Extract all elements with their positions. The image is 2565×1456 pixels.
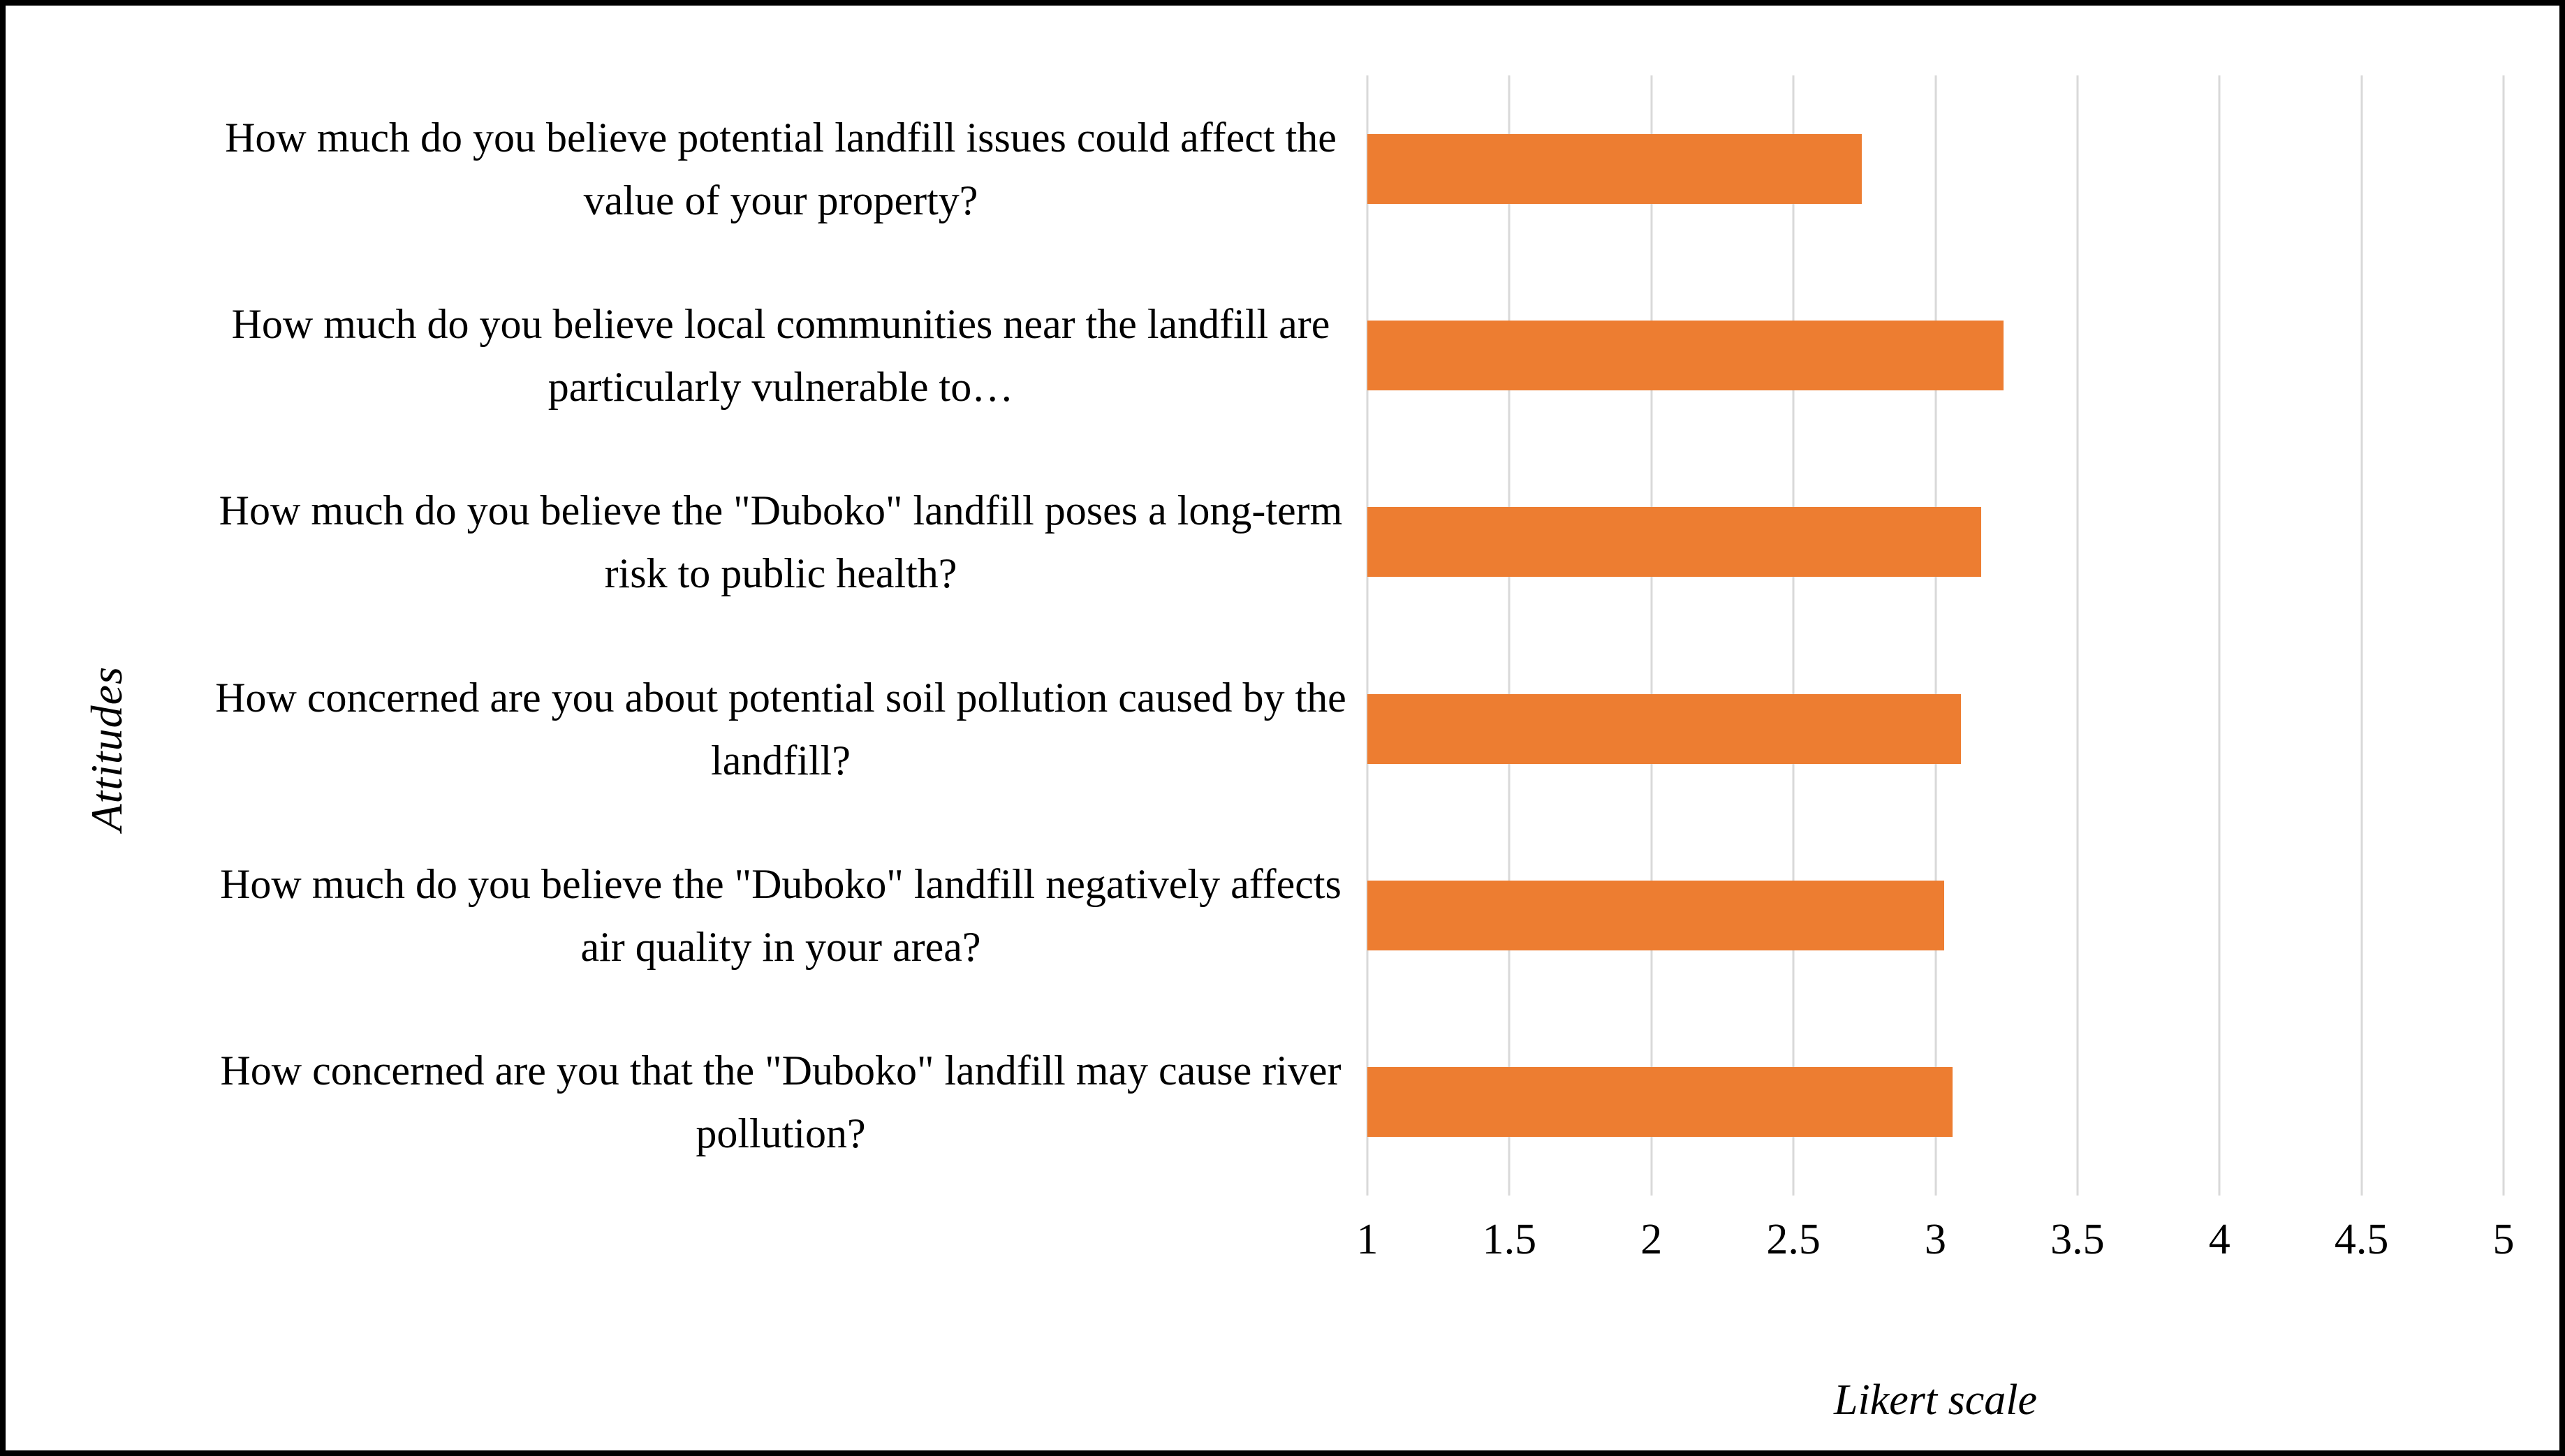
bars: [1367, 75, 2504, 1196]
category-labels: How much do you believe potential landfi…: [194, 75, 1367, 1196]
x-axis-title-spacer: [194, 1376, 1367, 1425]
x-axis-tick-label: 2.5: [1766, 1216, 1821, 1263]
gridline: [1366, 75, 1369, 1196]
gridline: [1508, 75, 1511, 1196]
x-axis-tick-label: 3.5: [2050, 1216, 2105, 1263]
category-label: How much do you believe local communitie…: [231, 300, 1330, 410]
bar-row: [1367, 262, 2504, 448]
gridline: [2218, 75, 2221, 1196]
x-axis-title-area: Likert scale: [1367, 1376, 2504, 1425]
bar-row: [1367, 1009, 2504, 1196]
plot-region: How much do you believe potential landfi…: [194, 75, 2505, 1196]
bar: [1367, 1067, 1953, 1138]
bar: [1367, 693, 1962, 764]
bar: [1367, 320, 2004, 390]
y-axis-title: Attitudes: [82, 666, 131, 832]
category-label: How much do you believe the "Duboko" lan…: [219, 487, 1343, 597]
bar: [1367, 133, 1862, 204]
category-label: How concerned are you about potential so…: [215, 674, 1346, 784]
x-axis-title: Likert scale: [1834, 1376, 2037, 1424]
gridline: [1934, 75, 1936, 1196]
x-axis: 1 1.5 2 2.5 3 3.5 4 4.5 5: [194, 1215, 2515, 1278]
bar: [1367, 880, 1944, 950]
x-axis-tick-label: 1.5: [1482, 1216, 1537, 1263]
bar-row: [1367, 75, 2504, 262]
x-axis-tick-label: 5: [2492, 1216, 2515, 1263]
bar-row: [1367, 635, 2504, 822]
chart-main: How much do you believe potential landfi…: [194, 75, 2515, 1425]
bar: [1367, 507, 1981, 578]
gridline: [1650, 75, 1653, 1196]
x-axis-tick-label: 3: [1925, 1216, 1946, 1263]
x-axis-tick-label: 1: [1356, 1216, 1379, 1263]
x-axis-spacer: [194, 1215, 1367, 1278]
gridline: [2360, 75, 2363, 1196]
category-label: How much do you believe potential landfi…: [225, 114, 1337, 223]
bar-row: [1367, 822, 2504, 1008]
x-axis-tick-label: 4.5: [2334, 1216, 2389, 1263]
x-axis-tick-label: 4: [2208, 1216, 2230, 1263]
gridline: [2502, 75, 2505, 1196]
plot-area: [1366, 75, 2505, 1196]
y-axis-title-area: Attitudes: [20, 75, 194, 1422]
gridline: [2076, 75, 2079, 1196]
x-axis-tick-label: 2: [1640, 1216, 1663, 1263]
x-axis-ticks: 1 1.5 2 2.5 3 3.5 4 4.5 5: [1357, 1215, 2515, 1278]
x-axis-title-row: Likert scale: [194, 1376, 2504, 1425]
gridline: [1792, 75, 1795, 1196]
category-label: How much do you believe the "Duboko" lan…: [220, 860, 1342, 970]
category-label: How concerned are you that the "Duboko" …: [220, 1047, 1342, 1157]
bar-row: [1367, 449, 2504, 635]
